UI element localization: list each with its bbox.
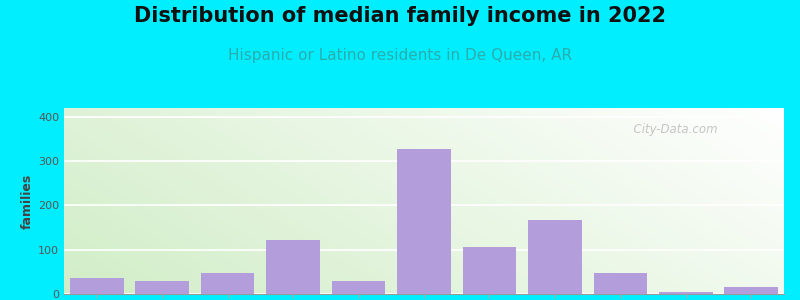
Bar [70,278,123,294]
Bar [201,273,254,294]
Bar [594,273,647,294]
Bar [462,247,516,294]
Y-axis label: families: families [21,173,34,229]
Bar [659,292,713,294]
Text: Distribution of median family income in 2022: Distribution of median family income in … [134,6,666,26]
Bar [397,149,451,294]
Bar [266,240,320,294]
Bar [332,281,386,294]
Bar [725,287,778,294]
Text: Hispanic or Latino residents in De Queen, AR: Hispanic or Latino residents in De Queen… [228,48,572,63]
Text: City-Data.com: City-Data.com [626,123,718,136]
Bar [528,220,582,294]
Bar [135,281,189,294]
